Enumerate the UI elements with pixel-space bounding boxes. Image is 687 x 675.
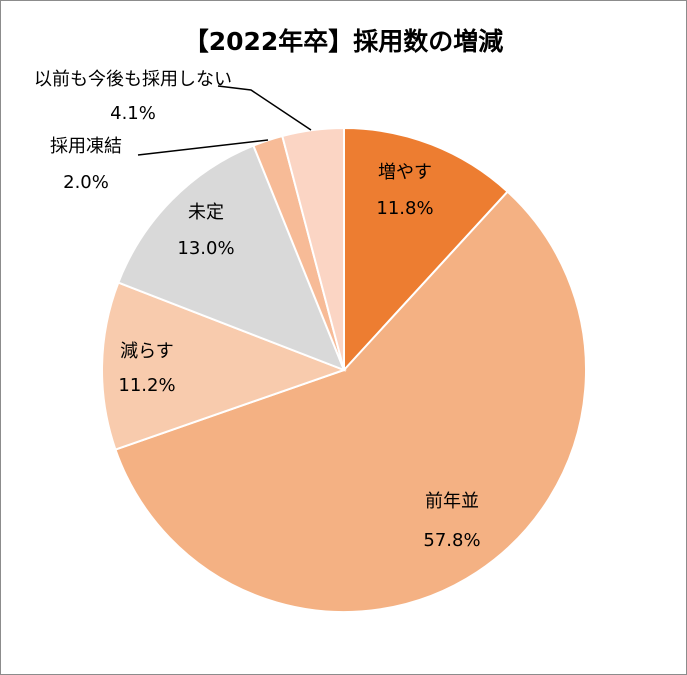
slice-category-label: 採用凍結 — [50, 136, 122, 157]
pie-slice — [101, 281, 347, 451]
slice-value-label: 4.1% — [110, 103, 156, 124]
leader-line — [137, 139, 269, 156]
slice-value-label: 2.0% — [63, 172, 109, 193]
slice-value-label: 11.8% — [376, 198, 433, 219]
slice-category-label: 増やす — [378, 162, 432, 183]
pie-slice — [114, 190, 587, 613]
pie-slice — [117, 144, 346, 372]
slice-category-label: 以前も今後も採用しない — [34, 69, 232, 90]
pie-slice — [343, 126, 509, 373]
slice-category-label: 減らす — [120, 341, 174, 362]
slice-value-label: 13.0% — [177, 238, 234, 259]
slice-value-label: 57.8% — [423, 530, 480, 551]
slice-category-label: 前年並 — [425, 491, 479, 512]
chart-title: 【2022年卒】採用数の増減 — [183, 27, 504, 56]
pie-slice — [281, 126, 345, 371]
slice-value-label: 11.2% — [118, 375, 175, 396]
leader-line — [217, 85, 312, 131]
slice-category-label: 未定 — [188, 202, 224, 223]
